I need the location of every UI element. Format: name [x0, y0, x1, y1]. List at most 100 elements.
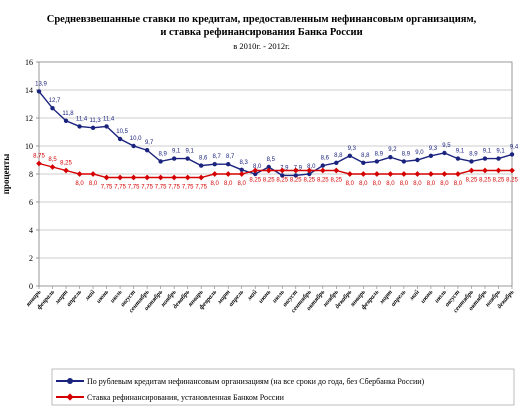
data-label-loans: 11,4	[76, 116, 88, 122]
x-tick-label: апрель	[65, 289, 83, 308]
data-label-refi: 8,5	[48, 157, 57, 163]
data-point-refi	[374, 171, 380, 177]
data-label-loans: 9,1	[185, 149, 194, 155]
y-tick-label: 10	[25, 142, 33, 151]
data-point-refi	[347, 171, 353, 177]
data-point-loans	[36, 89, 42, 94]
legend-label-loans: По рублевым кредитам нефинансовым органи…	[87, 376, 425, 386]
data-point-loans	[131, 143, 136, 149]
data-label-refi: 8,0	[75, 181, 84, 187]
data-label-loans: 9,1	[483, 149, 492, 155]
data-label-refi: 8,25	[290, 178, 302, 184]
data-point-loans	[198, 163, 204, 168]
y-tick-label: 4	[29, 226, 33, 235]
data-point-loans	[347, 153, 353, 158]
data-point-loans	[104, 124, 109, 129]
data-label-refi: 8,0	[454, 181, 463, 187]
y-tick-label: 14	[25, 86, 33, 95]
data-point-loans	[77, 124, 82, 129]
data-label-loans: 12,7	[49, 98, 61, 104]
data-label-refi: 8,0	[238, 181, 247, 187]
data-point-refi	[333, 167, 340, 174]
data-point-refi	[414, 171, 421, 177]
data-label-loans: 8,6	[321, 156, 330, 162]
data-point-loans	[455, 156, 461, 161]
data-label-refi: 8,25	[330, 178, 342, 184]
data-label-loans: 11,3	[89, 118, 101, 124]
data-label-loans: 7,9	[280, 165, 289, 171]
data-point-refi	[198, 174, 204, 181]
x-tick-label: апрель	[228, 289, 246, 308]
data-label-refi: 8,25	[263, 178, 275, 184]
data-point-refi	[401, 171, 407, 177]
data-label-loans: 9,2	[388, 147, 397, 153]
data-label-refi: 8,0	[373, 181, 382, 187]
data-point-refi	[184, 174, 191, 181]
y-tick-label: 2	[29, 254, 33, 263]
data-point-refi	[306, 167, 313, 174]
data-point-loans	[496, 156, 501, 161]
data-label-loans: 9,1	[456, 149, 465, 155]
data-point-loans	[428, 153, 434, 158]
legend-frame	[51, 368, 515, 406]
data-point-loans	[117, 136, 123, 142]
data-point-loans	[401, 159, 407, 164]
data-point-loans	[239, 167, 244, 172]
data-label-refi: 8,25	[317, 178, 329, 184]
data-point-loans	[509, 152, 515, 157]
data-point-refi	[252, 167, 259, 174]
data-label-refi: 8,0	[89, 181, 98, 187]
y-tick-label: 12	[25, 114, 33, 123]
data-point-refi	[211, 171, 218, 177]
data-point-loans	[185, 156, 190, 161]
data-point-refi	[117, 174, 123, 181]
data-label-loans: 8,0	[307, 164, 316, 170]
y-tick-label: 8	[29, 170, 33, 179]
x-tick-label: апрель	[390, 289, 408, 308]
legend: По рублевым кредитам нефинансовым органи…	[56, 372, 511, 404]
data-point-loans	[144, 148, 150, 153]
data-point-loans	[50, 106, 55, 111]
data-point-loans	[307, 171, 312, 177]
data-label-loans: 8,9	[402, 151, 411, 157]
data-label-refi: 8,0	[427, 181, 436, 187]
data-point-refi	[428, 171, 434, 177]
data-point-refi	[482, 167, 488, 174]
data-label-refi: 8,0	[400, 181, 409, 187]
data-point-loans	[293, 173, 298, 178]
data-label-refi: 8,25	[249, 178, 261, 184]
data-label-refi: 7,75	[128, 185, 140, 191]
data-label-loans: 8,0	[253, 164, 262, 170]
data-label-loans: 8,5	[267, 157, 276, 163]
data-label-loans: 8,7	[213, 154, 222, 160]
data-label-loans: 8,9	[375, 151, 384, 157]
data-point-loans	[374, 159, 380, 164]
data-label-loans: 9,3	[348, 146, 357, 152]
data-point-refi	[292, 167, 299, 174]
data-point-loans	[90, 125, 96, 130]
y-tick-label: 16	[25, 58, 33, 67]
data-point-loans	[361, 160, 366, 165]
data-label-refi: 7,75	[114, 185, 126, 191]
data-label-refi: 8,25	[479, 178, 491, 184]
data-label-refi: 7,75	[141, 185, 153, 191]
data-label-loans: 11,4	[103, 116, 115, 122]
data-point-loans	[171, 156, 177, 161]
legend-swatch-refi-rate	[56, 392, 84, 402]
data-label-loans: 9,1	[496, 149, 505, 155]
data-point-refi	[265, 167, 272, 174]
legend-item-loans: По рублевым кредитам нефинансовым органи…	[56, 374, 424, 388]
data-point-refi	[103, 174, 110, 181]
data-point-refi	[171, 174, 177, 181]
data-label-refi: 8,25	[466, 178, 478, 184]
data-label-refi: 8,25	[303, 178, 315, 184]
series-loans-line	[38, 90, 513, 177]
data-label-loans: 11,8	[62, 111, 74, 117]
data-point-loans	[442, 150, 447, 156]
data-point-loans	[280, 173, 285, 178]
data-point-refi	[279, 167, 286, 174]
data-label-loans: 8,9	[469, 151, 478, 157]
data-point-refi	[225, 171, 232, 177]
data-point-refi	[49, 164, 56, 170]
